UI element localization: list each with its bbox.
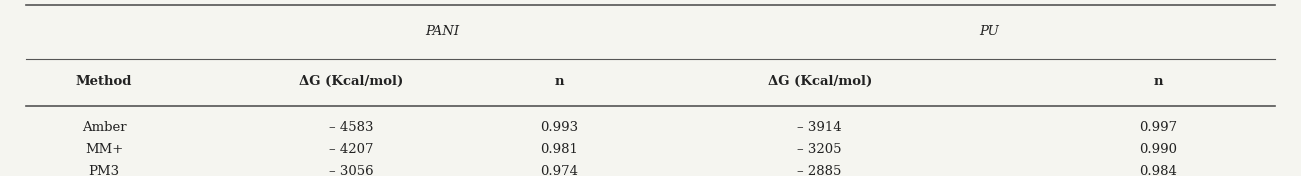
Text: PANI: PANI	[425, 25, 459, 38]
Text: 0.997: 0.997	[1138, 121, 1177, 134]
Text: 0.993: 0.993	[540, 121, 579, 134]
Text: 0.990: 0.990	[1138, 143, 1177, 156]
Text: PU: PU	[978, 25, 999, 38]
Text: 0.984: 0.984	[1138, 165, 1177, 176]
Text: 0.974: 0.974	[540, 165, 579, 176]
Text: – 3914: – 3914	[798, 121, 842, 134]
Text: – 3056: – 3056	[329, 165, 373, 176]
Text: ΔG (Kcal/mol): ΔG (Kcal/mol)	[299, 75, 403, 88]
Text: MM+: MM+	[85, 143, 124, 156]
Text: – 4207: – 4207	[329, 143, 373, 156]
Text: n: n	[554, 75, 565, 88]
Text: – 4583: – 4583	[329, 121, 373, 134]
Text: Amber: Amber	[82, 121, 126, 134]
Text: – 2885: – 2885	[798, 165, 842, 176]
Text: ΔG (Kcal/mol): ΔG (Kcal/mol)	[768, 75, 872, 88]
Text: PM3: PM3	[88, 165, 120, 176]
Text: Method: Method	[75, 75, 133, 88]
Text: – 3205: – 3205	[798, 143, 842, 156]
Text: n: n	[1153, 75, 1163, 88]
Text: 0.981: 0.981	[540, 143, 579, 156]
